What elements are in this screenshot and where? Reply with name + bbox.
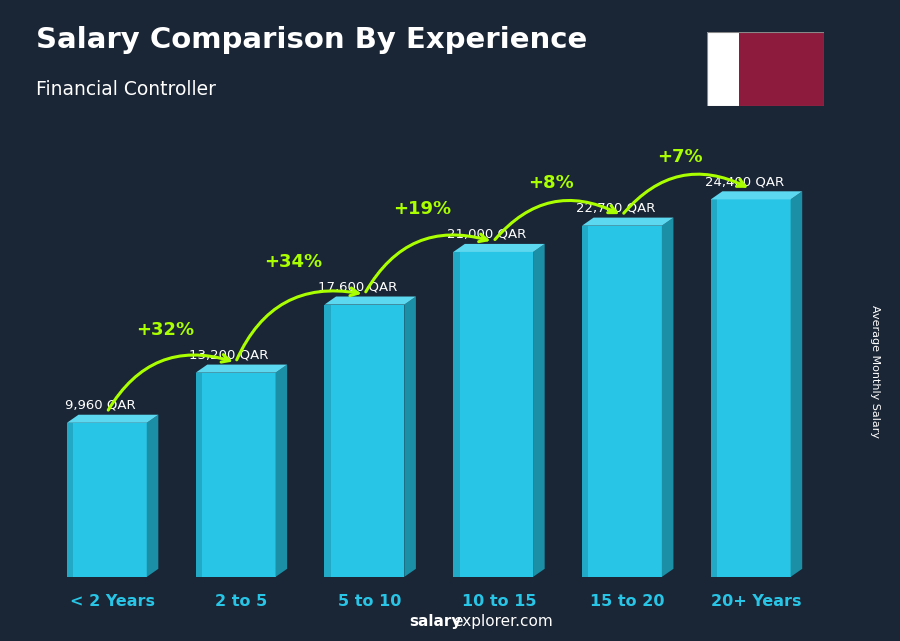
Bar bbox=[195, 372, 275, 577]
Bar bbox=[454, 252, 533, 577]
Text: 2 to 5: 2 to 5 bbox=[215, 594, 267, 609]
Text: +8%: +8% bbox=[528, 174, 574, 192]
Text: 22,700 QAR: 22,700 QAR bbox=[576, 201, 655, 215]
Bar bbox=[711, 199, 717, 577]
Text: Salary Comparison By Experience: Salary Comparison By Experience bbox=[36, 26, 587, 54]
Bar bbox=[67, 423, 73, 577]
Text: Average Monthly Salary: Average Monthly Salary bbox=[869, 305, 880, 438]
Polygon shape bbox=[67, 415, 158, 423]
Polygon shape bbox=[275, 365, 287, 577]
Polygon shape bbox=[739, 89, 757, 97]
Polygon shape bbox=[454, 244, 544, 252]
Polygon shape bbox=[711, 191, 802, 199]
Bar bbox=[582, 226, 589, 577]
Bar bbox=[67, 423, 147, 577]
Text: 5 to 10: 5 to 10 bbox=[338, 594, 402, 609]
Text: salary: salary bbox=[410, 615, 462, 629]
Polygon shape bbox=[739, 56, 757, 65]
Text: +34%: +34% bbox=[265, 253, 322, 271]
Polygon shape bbox=[404, 297, 416, 577]
Text: 15 to 20: 15 to 20 bbox=[590, 594, 665, 609]
Bar bbox=[454, 252, 460, 577]
Bar bbox=[582, 226, 662, 577]
Text: 9,960 QAR: 9,960 QAR bbox=[65, 399, 136, 412]
Bar bbox=[325, 304, 331, 577]
Text: < 2 Years: < 2 Years bbox=[70, 594, 155, 609]
Text: 21,000 QAR: 21,000 QAR bbox=[447, 228, 526, 241]
Polygon shape bbox=[790, 191, 802, 577]
Polygon shape bbox=[739, 49, 757, 56]
Text: 24,400 QAR: 24,400 QAR bbox=[705, 175, 784, 188]
Text: +19%: +19% bbox=[393, 201, 452, 219]
Polygon shape bbox=[739, 40, 757, 49]
Bar bbox=[195, 372, 203, 577]
Bar bbox=[325, 304, 404, 577]
Bar bbox=[711, 199, 790, 577]
Polygon shape bbox=[195, 365, 287, 372]
Polygon shape bbox=[147, 415, 158, 577]
Polygon shape bbox=[533, 244, 544, 577]
Text: 17,600 QAR: 17,600 QAR bbox=[319, 280, 398, 294]
Bar bbox=[706, 32, 739, 106]
Polygon shape bbox=[739, 73, 757, 81]
Text: Financial Controller: Financial Controller bbox=[36, 80, 216, 99]
Bar bbox=[739, 32, 824, 106]
Text: explorer.com: explorer.com bbox=[453, 615, 553, 629]
Text: +7%: +7% bbox=[657, 147, 703, 166]
Polygon shape bbox=[739, 97, 757, 106]
Polygon shape bbox=[739, 32, 757, 40]
Text: 10 to 15: 10 to 15 bbox=[462, 594, 536, 609]
Polygon shape bbox=[582, 217, 673, 226]
Text: 13,200 QAR: 13,200 QAR bbox=[190, 349, 269, 362]
Text: 20+ Years: 20+ Years bbox=[711, 594, 802, 609]
Polygon shape bbox=[739, 65, 757, 73]
Polygon shape bbox=[739, 81, 757, 89]
Polygon shape bbox=[662, 217, 673, 577]
Text: +32%: +32% bbox=[136, 321, 194, 339]
Polygon shape bbox=[325, 297, 416, 304]
